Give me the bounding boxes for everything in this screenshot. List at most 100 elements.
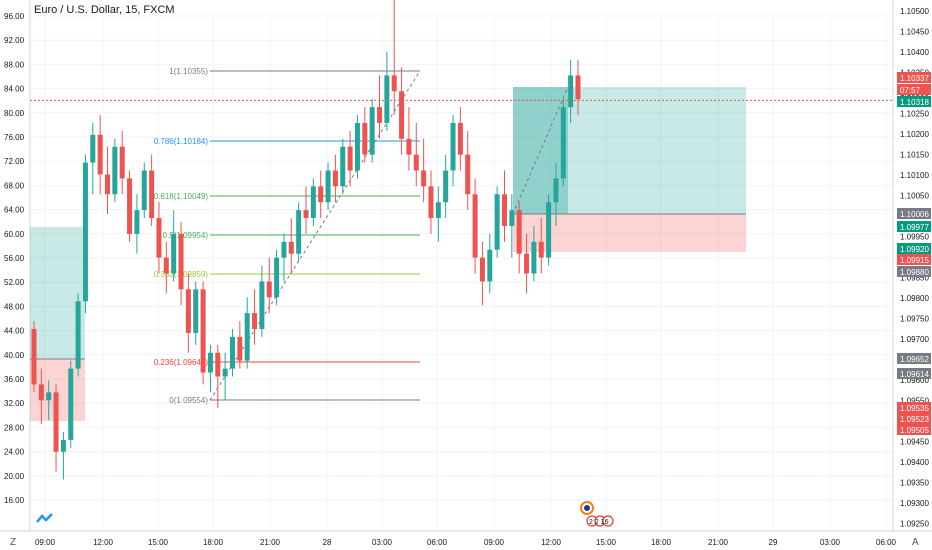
candle-body — [60, 439, 66, 452]
price-badge-label: 07:57 — [900, 86, 921, 95]
price-badge-label: 1.09920 — [900, 245, 929, 254]
price-badge-label: 1.09915 — [900, 256, 929, 265]
candle-body — [31, 328, 37, 385]
price-badge — [897, 96, 931, 107]
candle-body — [200, 289, 206, 373]
price-badge-label: 1.10006 — [900, 210, 929, 219]
right-axis-tick-label: 1.09400 — [900, 458, 929, 467]
left-axis-tick-label: 20.00 — [4, 472, 25, 481]
left-axis-tick-label: 96.00 — [4, 12, 25, 21]
right-axis-tick-label: 1.10450 — [900, 28, 929, 37]
right-axis-tick-label: 1.10500 — [900, 7, 929, 16]
price-badge-label: 1.09523 — [900, 415, 929, 424]
candle-body — [193, 289, 199, 333]
price-badge — [897, 266, 931, 277]
right-axis-tick-label: 1.10150 — [900, 151, 929, 160]
stop-zone — [513, 214, 746, 252]
time-axis-tick-label: 18:00 — [203, 538, 224, 547]
left-axis-tick-label: 76.00 — [4, 133, 25, 142]
price-badge — [897, 243, 931, 254]
price-badge-label: 1.10337 — [900, 74, 929, 83]
candle-body — [127, 178, 133, 234]
right-axis-tick-label: 1.10250 — [900, 110, 929, 119]
left-axis-tick-label: 60.00 — [4, 230, 25, 239]
price-badge — [897, 72, 931, 83]
price-badge — [897, 208, 931, 219]
position-path — [512, 86, 569, 215]
candle-body — [560, 107, 566, 179]
candle-body — [310, 186, 316, 219]
price-badge-label: 1.09535 — [900, 404, 929, 413]
candle-body — [531, 241, 537, 274]
economic-events-marker[interactable]: 2 2 16 — [580, 501, 614, 527]
left-axis-tick-label: 28.00 — [4, 423, 25, 432]
candle-body — [259, 281, 265, 329]
right-axis-tick-label: 1.09950 — [900, 233, 929, 242]
event-country-flag-icon — [602, 515, 614, 527]
candle-body — [369, 107, 375, 155]
candle-body — [318, 186, 324, 203]
time-axis-tick-label: 03:00 — [820, 538, 841, 547]
right-axis-tick-label: 1.09550 — [900, 397, 929, 406]
right-axis-tick-label: 1.09300 — [900, 499, 929, 508]
left-axis-tick-label: 56.00 — [4, 254, 25, 263]
time-axis-tick-label: 09:00 — [484, 538, 505, 547]
candle-body — [435, 202, 441, 219]
event-count-label: 2 2 16 — [589, 519, 609, 526]
time-axis-tick-label: 03:00 — [372, 538, 393, 547]
right-axis-tick-label: 1.10400 — [900, 48, 929, 57]
candle-body — [391, 75, 397, 92]
candle-body — [112, 146, 118, 195]
left-axis-tick-label: 64.00 — [4, 206, 25, 215]
left-axis-tick-label: 44.00 — [4, 327, 25, 336]
candle-body — [479, 257, 485, 282]
candle-body — [501, 194, 507, 226]
left-axis-tick-label: 36.00 — [4, 375, 25, 384]
candle-body — [274, 257, 280, 298]
candle-body — [443, 170, 449, 203]
candle-body — [288, 241, 294, 254]
chart-title: Euro / U.S. Dollar, 15, FXCM — [34, 4, 175, 16]
left-axis-tick-label: 92.00 — [4, 36, 25, 45]
candle-body — [215, 352, 221, 377]
candle-body — [53, 392, 59, 452]
candle-body — [494, 194, 500, 250]
candle-body — [509, 210, 515, 226]
candle-body — [171, 233, 177, 274]
price-badge-label: 1.10318 — [900, 98, 929, 107]
price-badge — [897, 413, 931, 424]
fib-level-label: 0.618(1.10049) — [154, 192, 209, 201]
price-badge — [897, 254, 931, 265]
candle-body — [46, 392, 52, 401]
candle-body — [332, 170, 338, 187]
candle-body — [207, 352, 213, 373]
candle-body — [362, 122, 368, 155]
time-axis-tick-label: 12:00 — [93, 538, 114, 547]
candle-body — [134, 210, 140, 234]
candle-body — [75, 301, 81, 369]
candle-body — [156, 218, 162, 258]
timezone-corner[interactable]: Z — [10, 537, 17, 548]
left-axis-tick-label: 80.00 — [4, 109, 25, 118]
price-badge-label: 1.09614 — [900, 370, 929, 379]
fib-level-label: 0.236(1.09645) — [154, 358, 209, 367]
time-axis-tick-label: 06:00 — [427, 538, 448, 547]
event-flag-dot — [584, 505, 590, 511]
price-badge — [897, 368, 931, 379]
right-axis-tick-label: 1.09600 — [900, 376, 929, 385]
candle-body — [141, 170, 147, 211]
candle-body — [38, 384, 44, 401]
right-axis-tick-label: 1.10200 — [900, 130, 929, 139]
candle-body — [281, 241, 287, 258]
candle-body — [538, 241, 544, 258]
fib-level-label: 0.5(1.09954) — [163, 231, 209, 240]
right-axis-tick-label: 1.09250 — [900, 520, 929, 529]
left-axis-tick-label: 48.00 — [4, 302, 25, 311]
right-axis-tick-label: 1.09350 — [900, 479, 929, 488]
candle-body — [524, 253, 530, 274]
auto-scale-corner[interactable]: A — [912, 537, 919, 548]
candle-body — [119, 146, 125, 179]
left-axis-tick-label: 32.00 — [4, 399, 25, 408]
candle-body — [354, 122, 360, 171]
